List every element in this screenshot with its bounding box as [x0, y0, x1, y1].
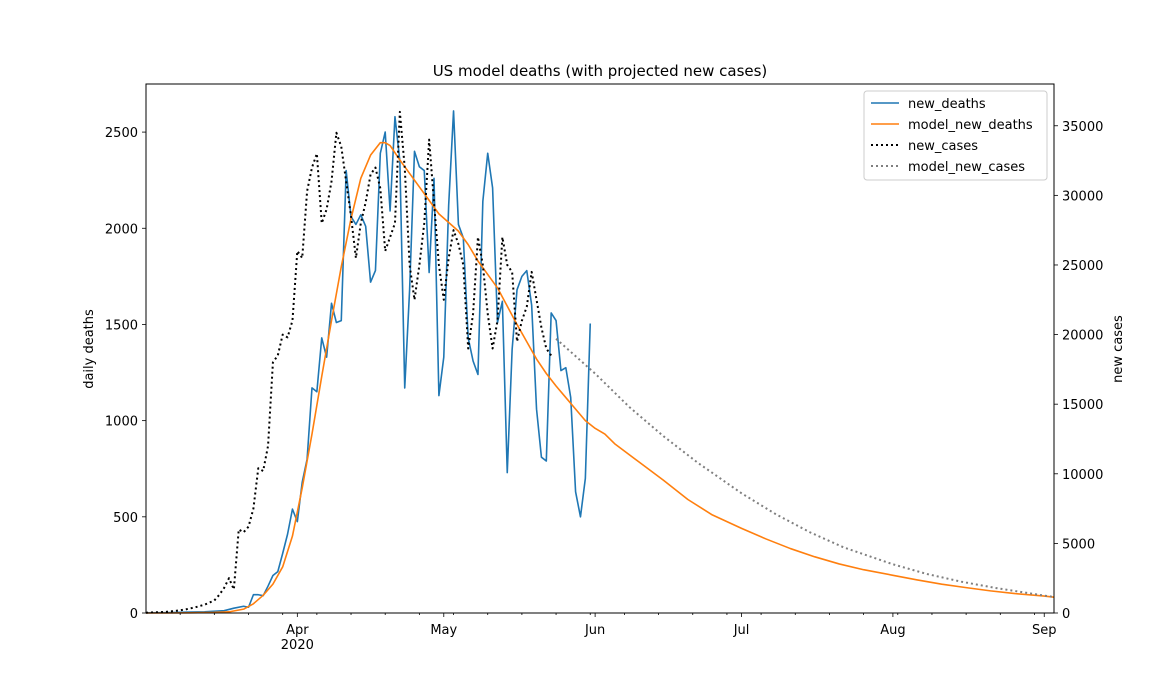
y-tick-label: 2500	[105, 126, 138, 141]
y-axis-left: 0 500 1000 1500 2000 2500	[105, 126, 146, 622]
x-tick-label: Jul	[733, 623, 750, 638]
x-tick-label: Sep	[1032, 623, 1057, 638]
y2-tick-label: 15000	[1062, 398, 1103, 413]
y-axis-title: daily deaths	[82, 309, 97, 389]
chart-title: US model deaths (with projected new case…	[433, 62, 768, 80]
y-tick-label: 1500	[105, 318, 138, 333]
legend: new_deaths model_new_deaths new_casesmodel…	[863, 90, 1048, 181]
y2-tick-label: 30000	[1062, 189, 1103, 204]
y-axis-right: 0 5000 10000 15000 20000 25000 30000 35000	[1054, 120, 1103, 622]
y2-tick-label: 25000	[1062, 259, 1103, 274]
y2-tick-label: 10000	[1062, 468, 1103, 483]
x-tick-sublabel: 2020	[281, 638, 314, 653]
series-layer	[145, 110, 1055, 614]
y-tick-label: 500	[113, 511, 138, 526]
y2-tick-label: 0	[1062, 607, 1070, 622]
x-tick-label: Jun	[584, 623, 605, 638]
y2-tick-label: 5000	[1062, 537, 1095, 552]
legend-label-new_cases: new_cases	[908, 139, 978, 154]
legend-box	[863, 90, 1048, 181]
x-tick-label: Aug	[880, 623, 905, 638]
x-tick-label: May	[430, 623, 457, 638]
legend-label-model_new_deaths: model_new_deaths	[908, 118, 1033, 133]
y2-axis-title: new cases	[1111, 315, 1126, 383]
plot-frame	[145, 83, 1055, 614]
y2-tick-label: 20000	[1062, 329, 1103, 344]
x-tick-label: Apr	[286, 623, 309, 638]
series-line-new_deaths	[145, 110, 592, 614]
y-tick-label: 0	[130, 607, 138, 622]
legend-label-new_deaths: new_deaths	[908, 97, 986, 112]
y-tick-label: 1000	[105, 415, 138, 430]
series-line-model_new_deaths	[146, 141, 1055, 614]
series-line-model_new_cases	[555, 338, 1055, 598]
y-tick-label: 2000	[105, 222, 138, 237]
legend-label-model_new_cases: model_new_cases	[908, 160, 1025, 175]
y2-tick-label: 35000	[1062, 120, 1103, 135]
